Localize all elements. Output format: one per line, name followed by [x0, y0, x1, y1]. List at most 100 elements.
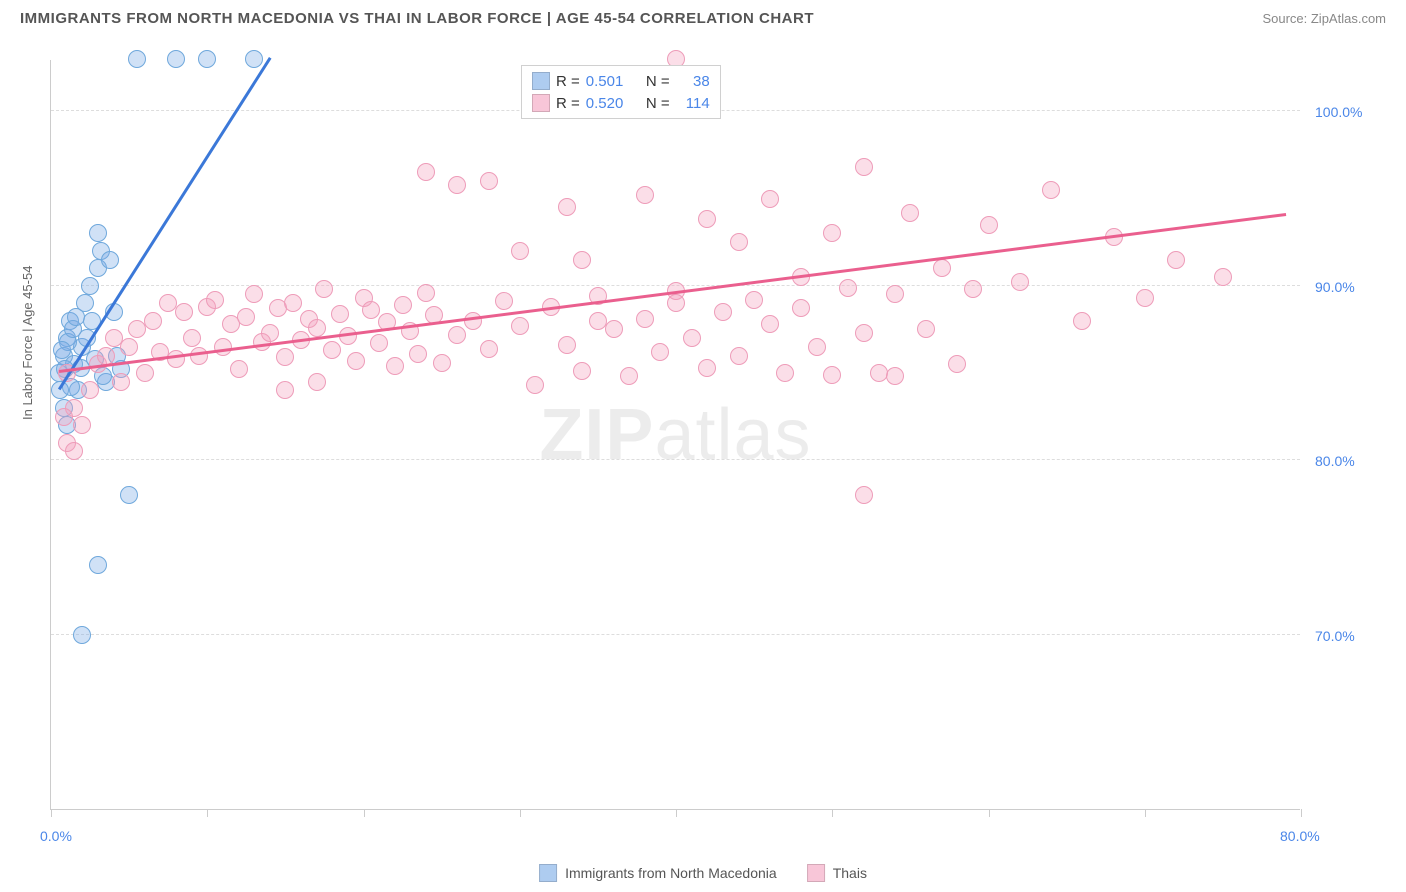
legend-r-value: 0.501 [586, 73, 636, 90]
correlation-legend: R =0.501 N =38R =0.520 N =114 [521, 65, 721, 119]
scatter-point [901, 204, 919, 222]
scatter-point [761, 190, 779, 208]
legend-swatch-icon [532, 72, 550, 90]
scatter-point [370, 334, 388, 352]
scatter-point [933, 259, 951, 277]
scatter-point [175, 303, 193, 321]
x-tick [1301, 809, 1302, 817]
legend-row: R =0.520 N =114 [532, 92, 710, 114]
scatter-point [886, 285, 904, 303]
scatter-point [417, 284, 435, 302]
scatter-point [839, 279, 857, 297]
scatter-point [620, 367, 638, 385]
scatter-point [573, 362, 591, 380]
scatter-point [245, 50, 263, 68]
x-tick [676, 809, 677, 817]
legend-r-label: R = [556, 95, 580, 112]
legend-swatch-icon [807, 864, 825, 882]
scatter-point [855, 486, 873, 504]
scatter-point [120, 338, 138, 356]
scatter-point [409, 345, 427, 363]
scatter-point [417, 163, 435, 181]
scatter-point [605, 320, 623, 338]
scatter-point [183, 329, 201, 347]
scatter-point [948, 355, 966, 373]
scatter-point [206, 291, 224, 309]
scatter-point [1011, 273, 1029, 291]
bottom-legend: Immigrants from North Macedonia Thais [539, 864, 867, 882]
y-tick-label: 80.0% [1315, 453, 1391, 469]
scatter-point [714, 303, 732, 321]
scatter-point [823, 224, 841, 242]
scatter-point [433, 354, 451, 372]
watermark: ZIPatlas [539, 394, 811, 476]
x-tick [989, 809, 990, 817]
scatter-point [511, 242, 529, 260]
chart-plot-area: ZIPatlas R =0.501 N =38R =0.520 N =114 [50, 60, 1300, 810]
scatter-point [776, 364, 794, 382]
scatter-point [97, 347, 115, 365]
scatter-point [745, 291, 763, 309]
legend-item-series-a: Immigrants from North Macedonia [539, 864, 777, 882]
scatter-point [276, 348, 294, 366]
scatter-point [331, 305, 349, 323]
scatter-point [698, 359, 716, 377]
scatter-point [698, 210, 716, 228]
scatter-point [128, 50, 146, 68]
scatter-point [589, 312, 607, 330]
scatter-point [276, 381, 294, 399]
legend-r-label: R = [556, 73, 580, 90]
scatter-point [448, 326, 466, 344]
scatter-point [808, 338, 826, 356]
scatter-point [261, 324, 279, 342]
x-tick [51, 809, 52, 817]
scatter-point [308, 319, 326, 337]
y-axis-label: In Labor Force | Age 45-54 [20, 266, 35, 420]
scatter-point [636, 186, 654, 204]
scatter-point [917, 320, 935, 338]
x-tick [520, 809, 521, 817]
scatter-point [73, 416, 91, 434]
x-tick [364, 809, 365, 817]
legend-label: Immigrants from North Macedonia [565, 865, 777, 881]
legend-n-label: N = [642, 73, 670, 90]
scatter-point [323, 341, 341, 359]
scatter-point [136, 364, 154, 382]
scatter-point [1136, 289, 1154, 307]
x-tick-label-min: 0.0% [40, 828, 72, 844]
gridline [51, 634, 1300, 635]
scatter-point [464, 312, 482, 330]
scatter-point [347, 352, 365, 370]
scatter-point [526, 376, 544, 394]
x-tick [1145, 809, 1146, 817]
scatter-point [245, 285, 263, 303]
scatter-point [823, 366, 841, 384]
chart-title: IMMIGRANTS FROM NORTH MACEDONIA VS THAI … [20, 10, 814, 27]
source-label: Source: ZipAtlas.com [1262, 11, 1386, 26]
scatter-point [480, 172, 498, 190]
scatter-point [667, 294, 685, 312]
scatter-point [386, 357, 404, 375]
scatter-point [886, 367, 904, 385]
scatter-point [237, 308, 255, 326]
scatter-point [120, 486, 138, 504]
legend-r-value: 0.520 [586, 95, 636, 112]
scatter-point [730, 347, 748, 365]
scatter-point [495, 292, 513, 310]
scatter-point [55, 408, 73, 426]
scatter-point [53, 341, 71, 359]
scatter-point [190, 347, 208, 365]
legend-n-label: N = [642, 95, 670, 112]
scatter-point [730, 233, 748, 251]
scatter-point [81, 381, 99, 399]
scatter-point [448, 176, 466, 194]
y-tick-label: 100.0% [1315, 104, 1391, 120]
scatter-point [167, 350, 185, 368]
scatter-point [558, 198, 576, 216]
scatter-point [214, 338, 232, 356]
scatter-point [855, 158, 873, 176]
scatter-point [855, 324, 873, 342]
scatter-point [65, 442, 83, 460]
scatter-point [230, 360, 248, 378]
scatter-point [651, 343, 669, 361]
